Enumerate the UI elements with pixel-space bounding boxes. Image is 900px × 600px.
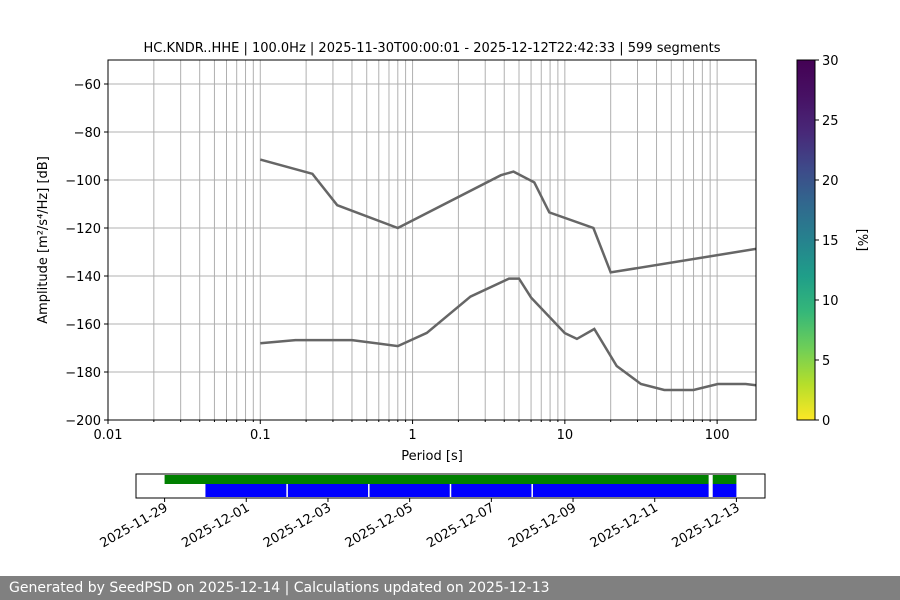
y-tick-label: −60 (74, 78, 101, 93)
grid (108, 60, 756, 420)
data-availability-bar (164, 475, 709, 484)
noise-models (259, 158, 756, 392)
timeline-panel: 2025-11-29 2025-12-01 2025-12-03 2025-12-05… (98, 473, 766, 551)
psd-segments-bar (712, 484, 737, 497)
plot-area (108, 60, 756, 420)
timeline-tick-label: 2025-12-01 (179, 500, 252, 551)
colorbar-tick-label: 0 (822, 414, 830, 429)
timeline-tick-label: 2025-12-09 (506, 500, 579, 551)
timeline-ticks: 2025-11-29 2025-12-01 2025-12-03 2025-12-05… (98, 498, 742, 551)
x-tick-label: 10 (557, 428, 574, 443)
y-tick-label: −180 (65, 366, 101, 381)
footer-text: Generated by SeedPSD on 2025-12-14 | Cal… (9, 580, 550, 596)
x-tick-label: 100 (705, 428, 730, 443)
timeline-tick-label: 2025-12-05 (343, 500, 416, 551)
chart-title: HC.KNDR..HHE | 100.0Hz | 2025-11-30T00:0… (143, 41, 720, 56)
noise-model-low-line (260, 277, 756, 392)
colorbar-tick-label: 25 (822, 114, 839, 129)
colorbar-tick-label: 20 (822, 174, 839, 189)
footer-bar: Generated by SeedPSD on 2025-12-14 | Cal… (0, 576, 900, 600)
y-axis-ticks: −200 −180 −160 −140 −120 −100 −80 −60 (65, 78, 108, 429)
colorbar-label: [%] (854, 229, 869, 252)
noise-model-high-line (259, 158, 756, 274)
y-tick-label: −80 (74, 126, 101, 141)
timeline-tick-label: 2025-12-07 (424, 500, 497, 551)
plot-frame (107, 59, 757, 421)
timeline-tick-label: 2025-12-03 (261, 500, 334, 551)
y-tick-label: −200 (65, 414, 101, 429)
y-tick-label: −160 (65, 318, 101, 333)
x-axis-label: Period [s] (401, 449, 463, 464)
y-tick-label: −120 (65, 222, 101, 237)
y-tick-label: −140 (65, 270, 101, 285)
x-tick-label: 0.1 (250, 428, 271, 443)
y-tick-label: −100 (65, 174, 101, 189)
y-axis-label: Amplitude [m²/s⁴/Hz] [dB] (36, 156, 51, 324)
x-axis-ticks: 0.01 0.1 1 10 100 (94, 420, 730, 443)
colorbar-ticks: 0 5 10 15 20 25 30 (815, 54, 839, 429)
colorbar-tick-label: 10 (822, 294, 839, 309)
x-tick-label: 0.01 (94, 428, 123, 443)
timeline-tick-label: 2025-11-29 (98, 500, 171, 551)
timeline-tick-label: 2025-12-11 (588, 500, 661, 551)
colorbar (796, 59, 816, 421)
colorbar-tick-label: 15 (822, 234, 839, 249)
colorbar-tick-label: 30 (822, 54, 839, 69)
timeline-tick-label: 2025-12-13 (669, 500, 742, 551)
colorbar-tick-label: 5 (822, 354, 830, 369)
x-tick-label: 1 (408, 428, 416, 443)
timeline-bars (164, 475, 737, 497)
psd-segments-bar (205, 484, 709, 497)
data-availability-bar (712, 475, 737, 484)
